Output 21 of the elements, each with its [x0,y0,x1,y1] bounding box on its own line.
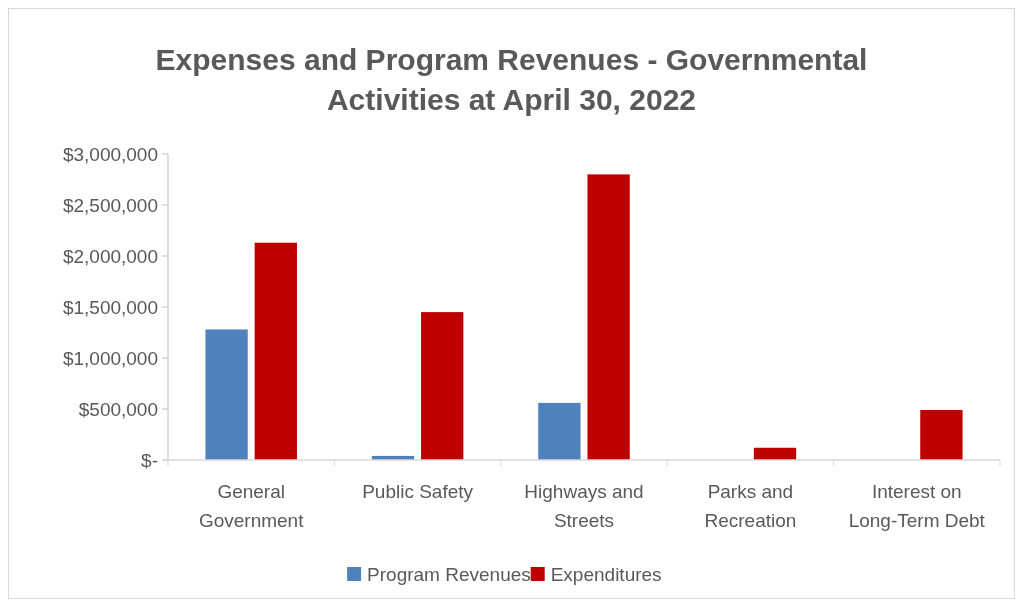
x-tick-label: Highways and Streets [524,481,644,531]
y-tick-label: $3,000,000 [62,143,158,165]
bar [421,312,464,460]
bar [538,402,581,460]
y-tick-label: $2,000,000 [62,245,158,267]
bar [205,329,248,460]
x-tick-label: General Government [198,481,305,531]
y-tick-label: $1,000,000 [62,347,158,369]
x-tick-label: Public Safety [362,481,474,502]
x-tick-label: Interest on Long-Term Debt [848,481,986,531]
bar [587,174,630,460]
y-tick-label: $- [141,449,158,471]
chart-title: Expenses and Program Revenues - Governmental Activities at April 30, 2022 [155,43,868,116]
y-tick-label: $1,500,000 [62,296,158,318]
y-tick-label: $2,500,000 [62,194,158,216]
legend-label: Program Revenues [367,563,531,585]
bar [920,410,963,460]
bar [254,242,297,460]
legend-label: Expenditures [550,563,662,585]
x-tick-label: Parks and Recreation [704,481,797,531]
y-tick-label: $500,000 [78,398,158,420]
